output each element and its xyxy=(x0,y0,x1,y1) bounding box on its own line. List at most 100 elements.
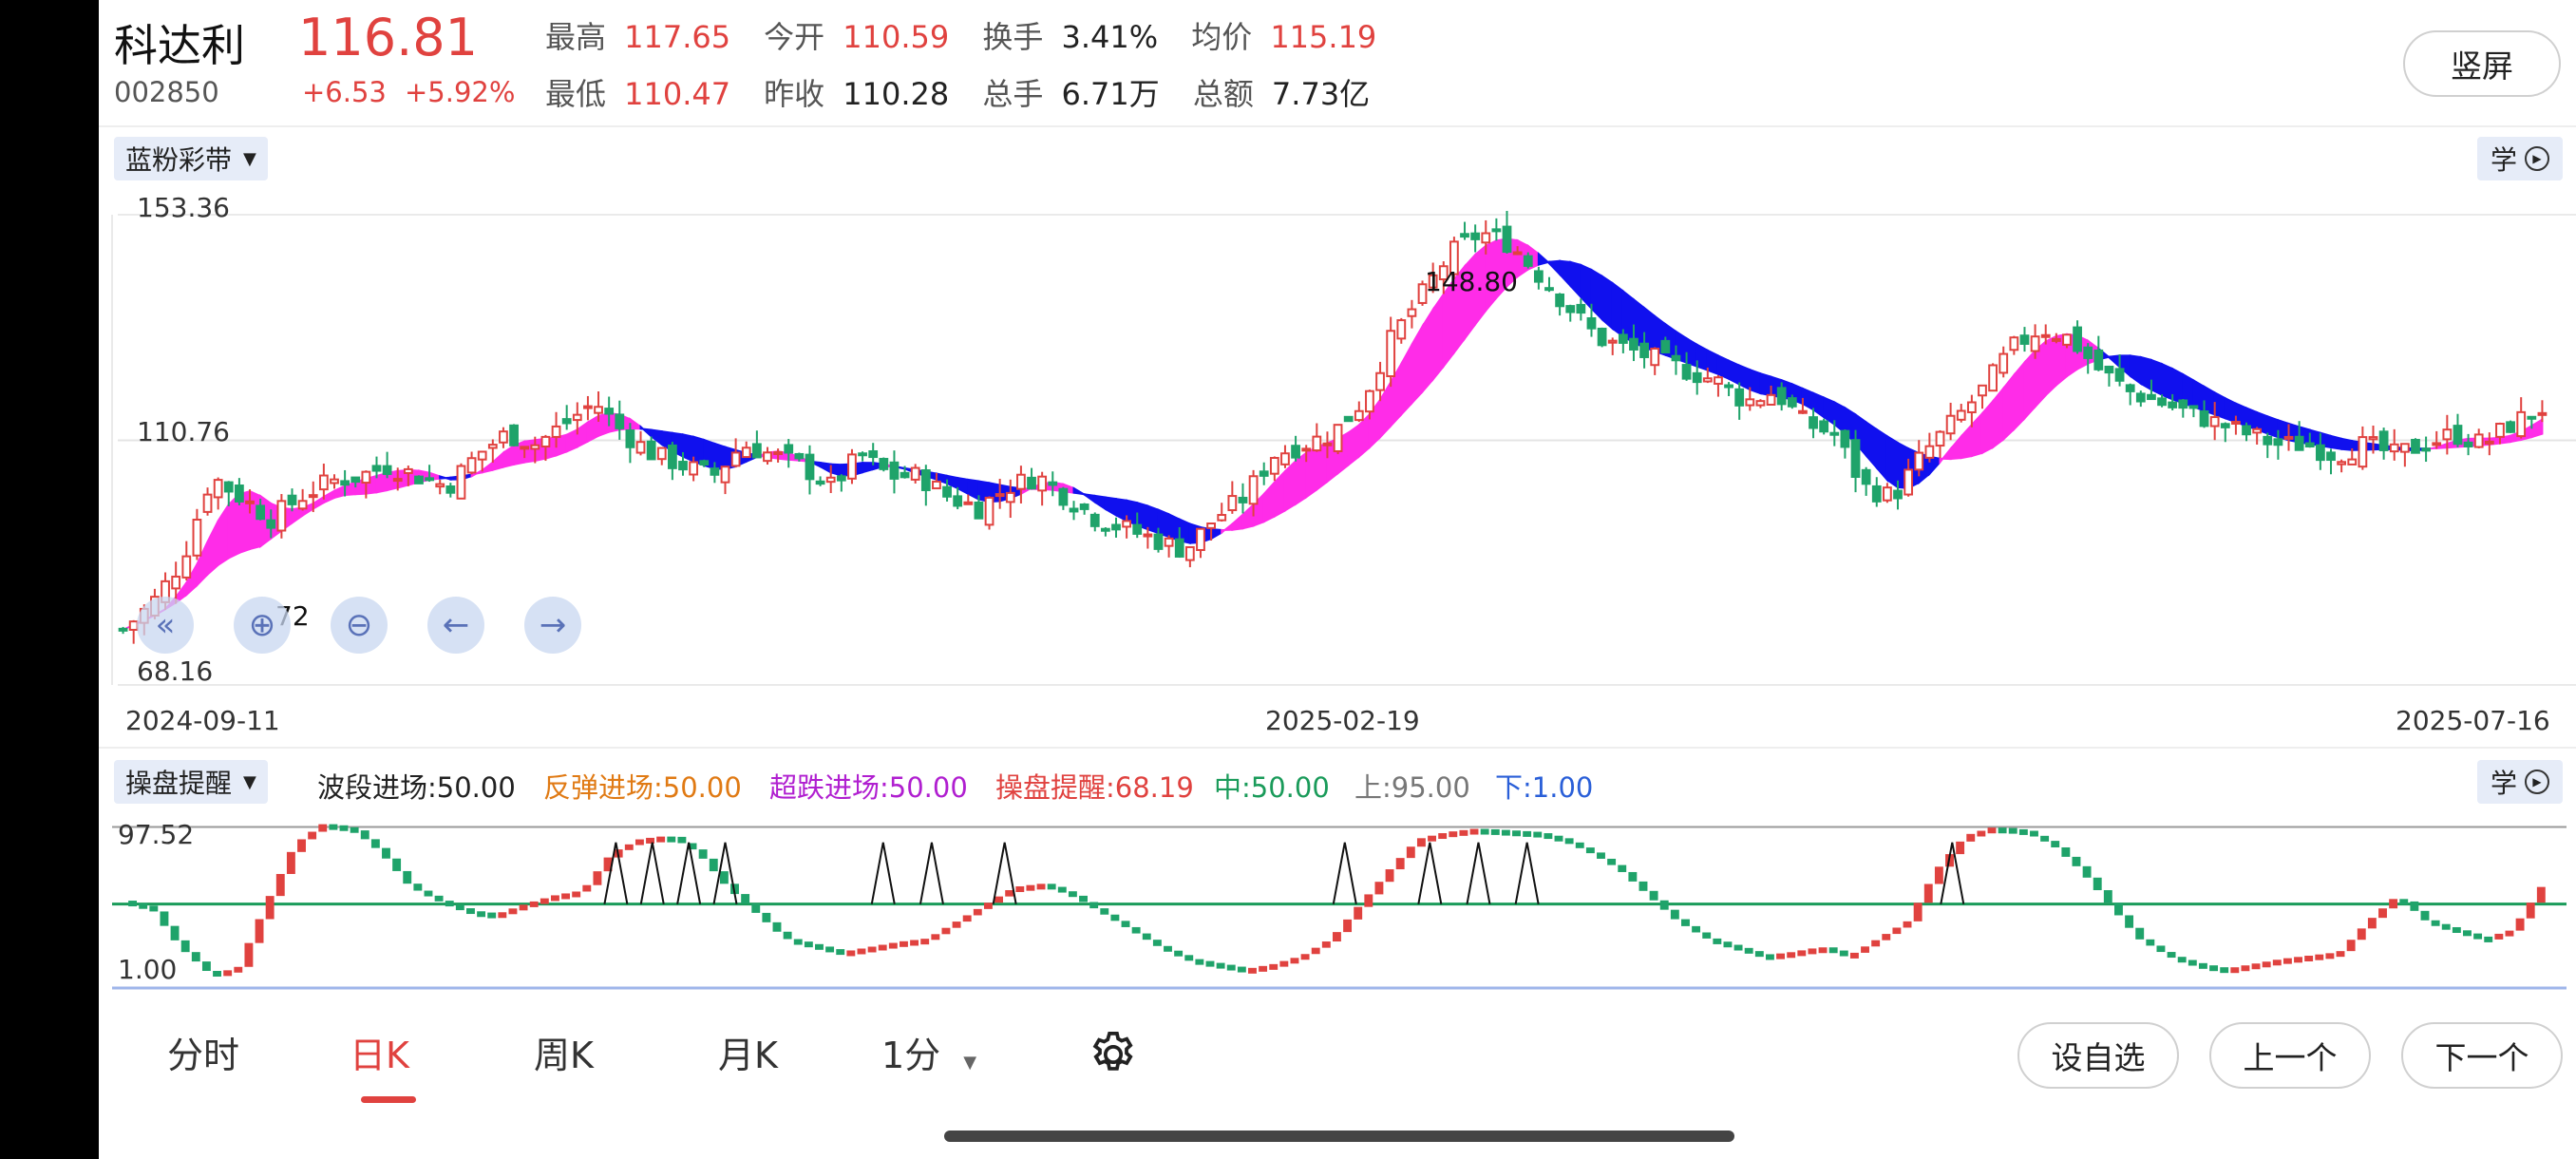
reminder-bar xyxy=(139,902,148,909)
ribbon-segment xyxy=(2330,434,2343,450)
reminder-bar xyxy=(2146,939,2155,946)
candle-body xyxy=(1375,371,1385,391)
tab-intraday[interactable]: 分时 xyxy=(167,1035,240,1076)
reminder-bar xyxy=(213,971,221,978)
previous-stock-button[interactable]: 上一个 xyxy=(2209,1022,2371,1089)
main-learn-button[interactable]: 学 ▶ xyxy=(2477,137,2563,180)
candle-body xyxy=(2199,409,2209,428)
candle-body xyxy=(1122,520,1132,528)
add-watchlist-button[interactable]: 设自选 xyxy=(2017,1022,2179,1089)
reminder-bar xyxy=(1279,960,1289,967)
candle-body xyxy=(1407,308,1417,317)
ribbon-segment xyxy=(1875,428,1888,483)
ribbon-segment xyxy=(1547,259,1562,277)
quote-label: 均价 xyxy=(1191,19,1253,55)
reminder-bar xyxy=(2262,961,2271,968)
tab-monthly-k[interactable]: 月K xyxy=(718,1035,778,1076)
candle-body xyxy=(1512,251,1523,256)
portrait-button[interactable]: 竖屏 xyxy=(2403,30,2561,97)
reminder-bar xyxy=(2188,960,2197,966)
candle-body xyxy=(2389,443,2399,453)
candle-body xyxy=(1248,475,1259,505)
candle-body xyxy=(1016,473,1026,490)
gear-icon[interactable] xyxy=(1087,1028,1140,1081)
ribbon-segment xyxy=(1104,496,1118,518)
reminder-bar xyxy=(836,949,845,956)
candle-body xyxy=(1555,293,1565,308)
legend-mid: 中:50.00 xyxy=(1214,771,1330,804)
ribbon-segment xyxy=(1305,445,1318,500)
candle-body xyxy=(2421,447,2431,452)
sub-learn-button[interactable]: 学 ▶ xyxy=(2477,760,2563,804)
ribbon-segment xyxy=(1431,291,1445,383)
entry-signal-mark xyxy=(992,842,1017,904)
quote-label: 最低 xyxy=(545,76,607,112)
candle-body xyxy=(487,444,498,449)
sub-y-top-label: 97.52 xyxy=(118,819,195,850)
reminder-bar xyxy=(1005,890,1014,897)
ribbon-segment xyxy=(1421,306,1434,395)
reminder-bar xyxy=(593,871,602,885)
candle-body xyxy=(171,575,181,590)
reminder-bar xyxy=(1364,894,1373,907)
candle-body xyxy=(1184,545,1195,561)
quote-value: 6.71万 xyxy=(1061,76,1160,112)
candle-body xyxy=(1153,533,1164,550)
candle-body xyxy=(1819,420,1829,433)
candle-body xyxy=(1089,513,1100,527)
reminder-bar xyxy=(2251,963,2261,970)
ribbon-segment xyxy=(249,489,262,551)
zoom-in-icon[interactable]: ⊕ xyxy=(234,597,291,654)
candle-body xyxy=(1724,384,1733,389)
ribbon-segment xyxy=(2023,348,2036,422)
reminder-bar xyxy=(1998,827,2007,834)
reminder-bar xyxy=(994,896,1004,903)
reminder-bar xyxy=(952,922,961,928)
candle-body xyxy=(773,450,784,455)
ribbon-segment xyxy=(2013,359,2026,432)
main-indicator-select[interactable]: 蓝粉彩带 ▼ xyxy=(114,137,268,180)
candle-body xyxy=(445,485,456,494)
quote-value: 115.19 xyxy=(1270,19,1377,55)
sub-indicator-select[interactable]: 操盘提醒 ▼ xyxy=(114,760,268,804)
reminder-bar xyxy=(1765,954,1774,960)
candle-body xyxy=(604,408,615,415)
next-stock-button[interactable]: 下一个 xyxy=(2401,1022,2563,1089)
reminder-bar xyxy=(2282,958,2292,964)
arrow-right-icon[interactable]: → xyxy=(524,597,581,654)
reminder-bar xyxy=(1554,835,1563,842)
reminder-bar xyxy=(2209,965,2219,972)
arrow-left-icon[interactable]: ← xyxy=(427,597,484,654)
reminder-bar xyxy=(1195,959,1204,965)
candle-body xyxy=(2030,335,2040,352)
ribbon-segment xyxy=(1928,455,1941,477)
candle-body xyxy=(392,478,403,483)
ribbon-segment xyxy=(1273,468,1286,519)
ribbon-segment xyxy=(1865,420,1878,471)
kline-chart[interactable] xyxy=(99,186,2576,690)
indicator-chart[interactable] xyxy=(99,809,2576,996)
reminder-bar xyxy=(2410,901,2419,911)
tab-minute-select[interactable]: 1分 ▼ xyxy=(881,1026,976,1078)
reminder-bar xyxy=(709,858,718,872)
tab-weekly-k[interactable]: 周K xyxy=(534,1035,594,1076)
tab-daily-k[interactable]: 日K xyxy=(350,1035,409,1076)
reminder-bar xyxy=(1164,945,1172,952)
reminder-bar xyxy=(983,902,993,909)
reminder-bar xyxy=(2241,965,2250,972)
ribbon-segment xyxy=(1801,387,1815,411)
candle-body xyxy=(1238,496,1248,504)
candle-body xyxy=(2326,451,2336,462)
candle-body xyxy=(1904,468,1914,496)
y-axis-top-label: 153.36 xyxy=(137,192,230,223)
candle-body xyxy=(932,480,941,490)
candle-body xyxy=(953,495,963,507)
entry-signal-mark xyxy=(712,842,738,904)
zoom-out-icon[interactable]: ⊖ xyxy=(331,597,388,654)
double-chevron-left-icon[interactable]: « xyxy=(137,597,194,654)
reminder-bar xyxy=(223,970,233,977)
candle-body xyxy=(689,461,699,476)
candle-body xyxy=(984,496,994,526)
legend-reminder: 操盘提醒:68.19 xyxy=(995,771,1194,804)
reminder-bar xyxy=(698,849,708,859)
